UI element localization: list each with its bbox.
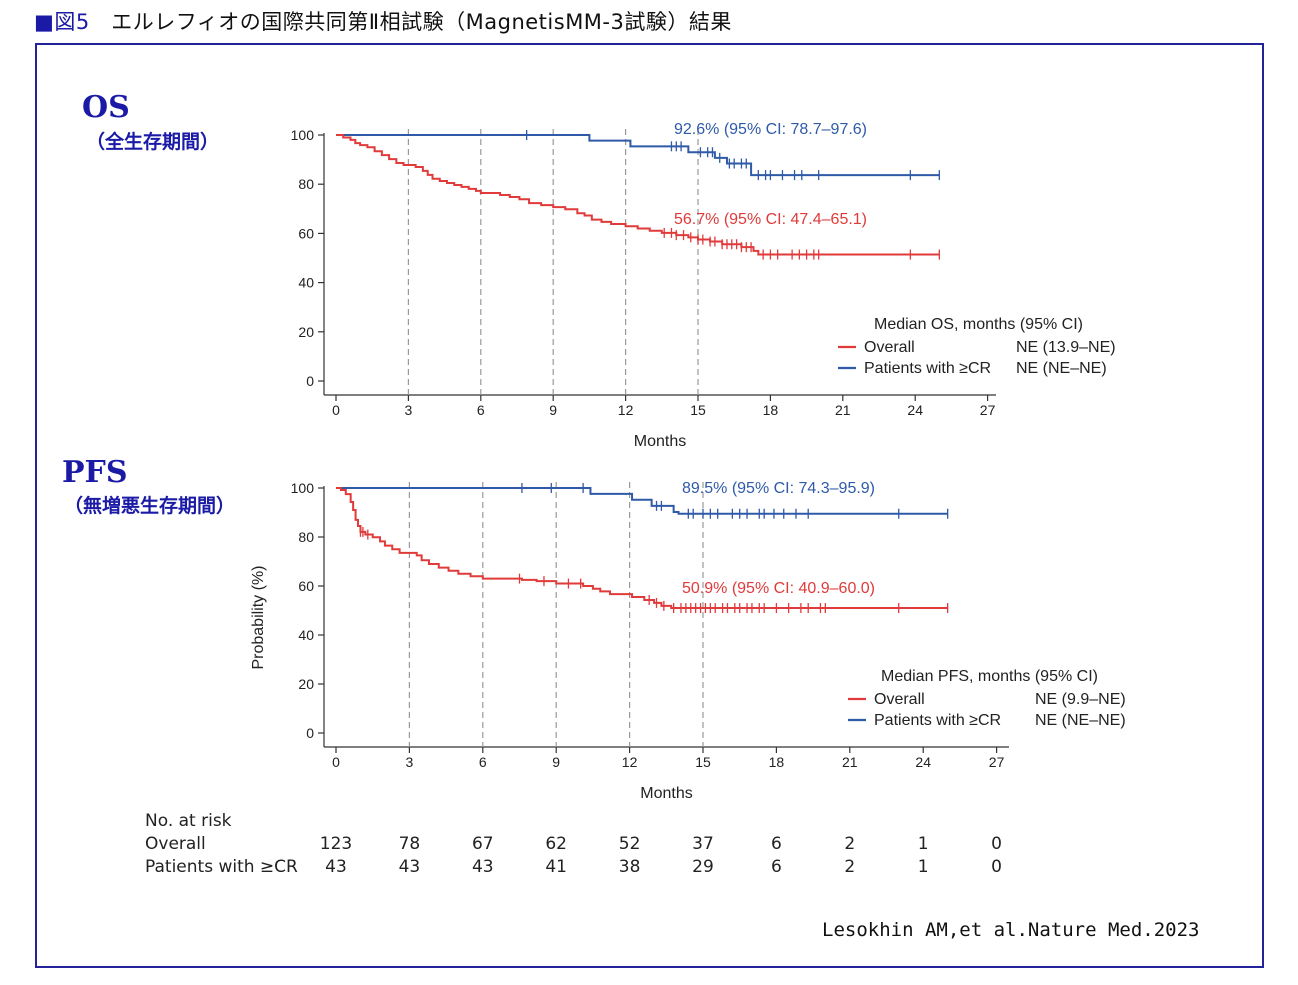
figure-label: 図5 — [54, 10, 90, 34]
pfs-y-tick-label: 80 — [298, 529, 314, 545]
os-y-tick-label: 60 — [298, 225, 314, 241]
os-x-tick-label: 18 — [763, 402, 779, 418]
os-series-overall-line — [336, 134, 940, 256]
risk-value: 1 — [917, 857, 929, 877]
citation: Lesokhin AM,et al.Nature Med.2023 — [822, 919, 1200, 941]
risk-value: 1 — [917, 834, 929, 854]
pfs-y-tick-label: 60 — [298, 578, 314, 594]
pfs-x-tick-label: 24 — [915, 754, 931, 770]
pfs-x-tick-label: 15 — [695, 754, 711, 770]
risk-value: 0 — [991, 834, 1003, 854]
os-section-title: OS — [82, 90, 130, 125]
risk-value: 2 — [844, 834, 856, 854]
os-x-tick-label: 12 — [618, 402, 634, 418]
os-x-tick-label: 27 — [980, 402, 996, 418]
os-legend-value: NE (13.9–NE) — [1016, 339, 1116, 356]
risk-value: 123 — [319, 834, 353, 854]
pfs-series-cr-line — [336, 487, 948, 515]
os-x-tick-label: 3 — [405, 402, 413, 418]
os-legend-label: Overall — [864, 339, 915, 356]
risk-row-label-cr: Patients with ≥CR — [145, 857, 298, 877]
risk-value: 29 — [692, 857, 714, 877]
os-x-axis-label: Months — [634, 433, 686, 450]
risk-value: 52 — [618, 834, 641, 854]
os-legend-value: NE (NE–NE) — [1016, 360, 1107, 377]
risk-value: 6 — [770, 857, 782, 877]
risk-value: 78 — [398, 834, 421, 854]
os-series-cr-annotation: 92.6% (95% CI: 78.7–97.6) — [674, 121, 867, 138]
pfs-section-title: PFS — [62, 455, 128, 490]
pfs-legend-value: NE (NE–NE) — [1035, 712, 1126, 729]
os-x-tick-label: 24 — [907, 402, 923, 418]
os-x-tick-label: 6 — [477, 402, 485, 418]
pfs-legend-label: Patients with ≥CR — [874, 712, 1001, 729]
risk-value: 6 — [770, 834, 782, 854]
pfs-legend-title: Median PFS, months (95% CI) — [881, 668, 1098, 685]
pfs-x-tick-label: 12 — [622, 754, 638, 770]
pfs-x-tick-label: 0 — [332, 754, 340, 770]
os-legend-title: Median OS, months (95% CI) — [874, 316, 1083, 333]
pfs-y-axis-label: Probability (%) — [250, 565, 267, 669]
pfs-y-tick-label: 100 — [291, 480, 315, 496]
os-y-tick-label: 80 — [298, 176, 314, 192]
os-section-subtitle: （全生存期間） — [86, 131, 220, 153]
risk-value: 62 — [545, 834, 568, 854]
figure-title-text: エルレフィオの国際共同第Ⅱ相試験（MagnetisMM-3試験）結果 — [111, 10, 732, 34]
pfs-legend-label: Overall — [874, 691, 925, 708]
pfs-x-tick-label: 3 — [406, 754, 414, 770]
pfs-x-axis-label: Months — [640, 785, 692, 802]
risk-value: 43 — [325, 857, 347, 877]
risk-row-label-overall: Overall — [145, 834, 206, 854]
pfs-y-tick-label: 40 — [298, 627, 314, 643]
pfs-x-tick-label: 18 — [769, 754, 785, 770]
pfs-y-tick-label: 0 — [306, 725, 314, 741]
os-x-tick-label: 9 — [549, 402, 557, 418]
risk-value: 43 — [398, 857, 421, 877]
os-x-tick-label: 0 — [332, 402, 340, 418]
figure-title: ■図5 エルレフィオの国際共同第Ⅱ相試験（MagnetisMM-3試験）結果 — [34, 6, 732, 36]
title-square-icon: ■ — [34, 10, 55, 34]
os-series-cr-line — [336, 134, 940, 177]
risk-value: 43 — [471, 857, 494, 877]
pfs-series-cr-annotation: 89.5% (95% CI: 74.3–95.9) — [682, 480, 875, 497]
risk-table-title: No. at risk — [145, 811, 232, 831]
os-y-tick-label: 100 — [291, 127, 315, 143]
risk-value: 41 — [545, 857, 568, 877]
risk-value: 38 — [618, 857, 641, 877]
pfs-x-tick-label: 9 — [552, 754, 560, 770]
os-y-tick-label: 20 — [298, 324, 314, 340]
pfs-y-tick-label: 20 — [298, 676, 314, 692]
os-x-tick-label: 15 — [690, 402, 706, 418]
pfs-series-overall-annotation: 50.9% (95% CI: 40.9–60.0) — [682, 580, 875, 597]
pfs-section-subtitle: （無増悪生存期間） — [64, 495, 236, 517]
os-y-tick-label: 40 — [298, 275, 314, 291]
risk-value: 0 — [991, 857, 1003, 877]
pfs-series-overall-line — [336, 487, 948, 610]
os-legend-label: Patients with ≥CR — [864, 360, 991, 377]
pfs-x-tick-label: 6 — [479, 754, 487, 770]
pfs-x-tick-label: 21 — [842, 754, 858, 770]
os-x-tick-label: 21 — [835, 402, 851, 418]
os-y-tick-label: 0 — [306, 373, 314, 389]
risk-value: 67 — [471, 834, 494, 854]
pfs-legend-value: NE (9.9–NE) — [1035, 691, 1126, 708]
pfs-x-tick-label: 27 — [989, 754, 1005, 770]
os-series-overall-annotation: 56.7% (95% CI: 47.4–65.1) — [674, 211, 867, 228]
risk-value: 37 — [692, 834, 714, 854]
risk-value: 2 — [844, 857, 856, 877]
figure-frame — [35, 43, 1264, 968]
